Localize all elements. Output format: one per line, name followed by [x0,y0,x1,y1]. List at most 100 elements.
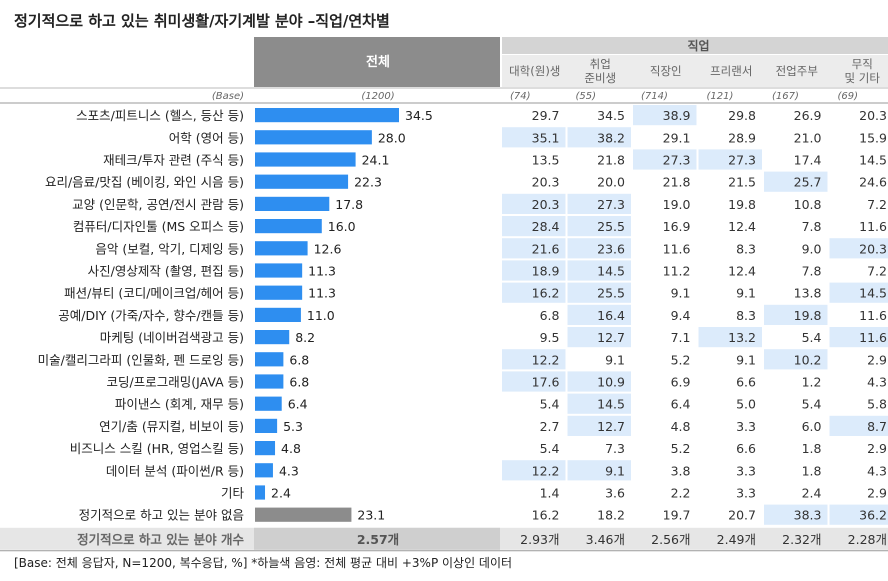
group-header-cell [502,37,888,54]
cell-value: 27.3 [597,197,625,212]
cell-value: 1.8 [802,463,822,478]
cell-value: 1.4 [540,486,560,501]
bar [255,374,284,389]
cell-value: 5.4 [540,441,560,456]
bar [255,441,276,456]
cell-value: 20.7 [728,508,756,523]
row-label: 기타 [221,486,245,501]
column-header-5: 및 기타 [845,71,881,85]
cell-value: 12.7 [597,419,625,434]
bar [255,108,399,123]
highlight-cell [633,149,697,170]
cell-value: 10.9 [597,375,625,390]
cell-value: 12.4 [728,219,756,234]
cell-value: 12.2 [532,463,560,478]
group-header-label: 직업 [687,38,709,53]
sub-header-cells [502,55,888,87]
cell-value: 27.3 [728,153,756,168]
highlight-cell [502,349,566,370]
cell-value: 7.1 [671,330,691,345]
bar-value-label: 34.5 [405,108,433,123]
cell-value: 7.2 [867,264,887,279]
row-label: 스포츠/피트니스 (헬스, 등산 등) [76,108,244,123]
bar-value-label: 24.1 [362,153,390,168]
bar [255,174,349,189]
cell-value: 12.7 [597,330,625,345]
row-label: 코딩/프로그래밍(JAVA 등) [107,375,244,390]
cell-value: 20.3 [532,197,560,212]
highlight-cell [698,149,762,170]
cell-value: 11.6 [663,241,691,256]
column-base-0: (74) [510,91,531,102]
cell-value: 20.3 [859,241,887,256]
cell-value: 35.1 [532,130,560,145]
bar [255,507,352,522]
bar [255,463,273,478]
cell-value: 5.0 [736,397,756,412]
cell-value: 5.2 [671,441,691,456]
column-header-5: 무직 [852,57,873,71]
cell-value: 15.9 [859,130,887,145]
summary-value: 2.28개 [848,532,887,547]
cell-value: 11.6 [859,219,887,234]
cell-value: 25.7 [794,175,822,190]
cell-value: 20.3 [859,108,887,123]
bar [255,285,303,300]
cell-value: 29.1 [663,130,691,145]
cell-value: 9.1 [605,463,625,478]
cell-value: 6.8 [540,308,560,323]
highlight-cell [567,282,631,303]
row-label: 정기적으로 하고 있는 분야 없음 [79,508,244,523]
row-label: 패션/뷰티 (코디/메이크업/헤어 등) [64,286,244,301]
cell-value: 8.7 [867,419,887,434]
highlight-cell [567,327,631,348]
bar-value-label: 2.4 [271,486,291,501]
summary-total: 2.57개 [357,532,399,547]
cell-value: 16.9 [663,219,691,234]
cell-value: 21.6 [532,241,560,256]
cell-value: 3.6 [605,486,625,501]
total-header-cell [254,37,500,87]
bar-value-label: 12.6 [314,241,342,256]
cell-value: 6.6 [736,375,756,390]
highlight-cell [764,304,828,325]
highlight-cell [698,327,762,348]
bar [255,396,282,411]
cell-value: 28.4 [532,219,560,234]
cell-value: 4.3 [867,375,887,390]
cell-value: 2.9 [867,441,887,456]
column-base-4: (167) [772,91,799,102]
cell-value: 5.4 [540,397,560,412]
summary-label: 정기적으로 하고 있는 분야 개수 [77,532,244,547]
highlight-cell [502,238,566,259]
cell-value: 7.3 [605,441,625,456]
cell-value: 9.5 [540,330,560,345]
cell-value: 5.8 [867,397,887,412]
column-header-0: 대학(원)생 [509,64,560,78]
cell-value: 10.2 [794,352,822,367]
summary-value: 2.93개 [520,532,559,547]
column-base-2: (714) [641,91,668,102]
cell-value: 7.8 [802,264,822,279]
bar [255,485,266,500]
cell-value: 2.7 [540,419,560,434]
highlight-cell [567,127,631,148]
column-header-3: 프리랜서 [710,64,752,78]
cell-value: 29.8 [728,108,756,123]
cell-value: 9.4 [671,308,691,323]
cell-value: 20.0 [597,175,625,190]
bar-value-label: 6.4 [288,397,308,412]
bar-value-label: 8.2 [295,330,315,345]
cell-value: 6.0 [802,419,822,434]
cell-value: 16.2 [532,286,560,301]
highlight-cell [764,349,828,370]
column-base-5: (69) [838,91,859,102]
highlight-cell [502,193,566,214]
cell-value: 2.9 [867,486,887,501]
bar [255,263,303,278]
cell-value: 7.8 [802,219,822,234]
bar [255,130,372,145]
summary-value: 2.56개 [651,532,690,547]
cell-value: 36.2 [859,508,887,523]
